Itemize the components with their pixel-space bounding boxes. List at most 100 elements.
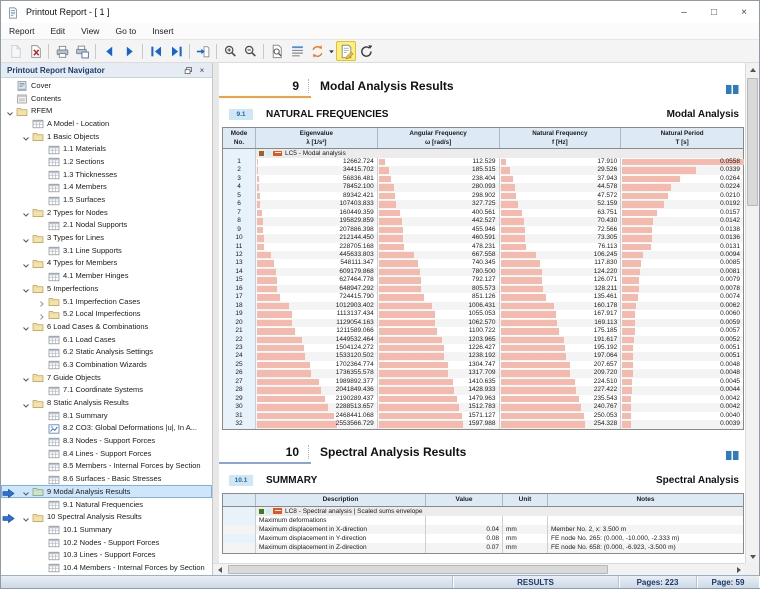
tree-item-6-2-static-analysis-settings[interactable]: 6.2 Static Analysis Settings <box>1 345 212 358</box>
tree-item-2-types-for-nodes[interactable]: 2 Types for Nodes <box>1 206 212 219</box>
print-button[interactable] <box>52 41 72 61</box>
tree-item-5-imperfections[interactable]: 5 Imperfections <box>1 282 212 295</box>
tree-item-3-1-line-supports[interactable]: 3.1 Line Supports <box>1 244 212 257</box>
refresh-button[interactable] <box>356 41 376 61</box>
tree-item-10-1-summary[interactable]: 10.1 Summary <box>1 523 212 536</box>
tree-item-rfem[interactable]: RFEM <box>1 104 212 117</box>
tree-item-1-2-sections[interactable]: 1.2 Sections <box>1 155 212 168</box>
minimize-button[interactable]: – <box>681 6 687 18</box>
folder-icon <box>32 282 45 294</box>
prev-page-button[interactable] <box>99 41 119 61</box>
chevron-expanded-icon[interactable] <box>21 512 32 522</box>
tree-item-2-1-nodal-supports[interactable]: 2.1 Nodal Supports <box>1 219 212 232</box>
panel-splitter[interactable] <box>213 63 219 575</box>
menu-view[interactable]: View <box>81 26 100 36</box>
tree-item-8-1-summary[interactable]: 8.1 Summary <box>1 409 212 422</box>
cell-value: 191.617 <box>593 335 618 343</box>
fit-page-button[interactable] <box>267 41 287 61</box>
cell-value: 70.430 <box>597 217 618 225</box>
tree-item-1-3-thicknesses[interactable]: 1.3 Thicknesses <box>1 168 212 181</box>
chevron-expanded-icon[interactable] <box>21 131 32 141</box>
value-bar <box>500 412 584 420</box>
chapter-9-link-icon[interactable] <box>726 82 739 94</box>
menu-edit[interactable]: Edit <box>50 26 66 36</box>
value-bar <box>622 218 654 225</box>
tree-item-8-static-analysis-results[interactable]: 8 Static Analysis Results <box>1 396 212 409</box>
chevron-collapsed-icon[interactable] <box>37 296 48 307</box>
mode-number-cell: 3 <box>223 174 256 184</box>
tree-item-4-types-for-members[interactable]: 4 Types for Members <box>1 257 212 270</box>
chevron-expanded-icon[interactable] <box>21 486 32 497</box>
tree-item-5-2-local-imperfections[interactable]: 5.2 Local Imperfections <box>1 307 212 320</box>
vertical-scrollbar[interactable] <box>745 63 759 563</box>
tree-item-1-4-members[interactable]: 1.4 Members <box>1 181 212 194</box>
tree-item-8-4-lines-support-forces[interactable]: 8.4 Lines - Support Forces <box>1 447 212 460</box>
tree-item-8-2-co3-global-deformations-u-in-a[interactable]: 8.2 CO3: Global Deformations |u|, In A..… <box>1 422 212 435</box>
tree-item-9-1-natural-frequencies[interactable]: 9.1 Natural Frequencies <box>1 498 212 511</box>
scroll-left-icon[interactable] <box>213 564 226 575</box>
tree-item-10-2-nodes-support-forces[interactable]: 10.2 Nodes - Support Forces <box>1 536 212 549</box>
tree-item-cover[interactable]: Cover <box>1 79 212 92</box>
tree-item-9-modal-analysis-results[interactable]: 9 Modal Analysis Results <box>1 485 212 499</box>
zoom-in-button[interactable] <box>220 41 240 61</box>
maximize-button[interactable]: □ <box>710 6 718 18</box>
tree-item-8-5-members-internal-forces-by-section[interactable]: 8.5 Members - Internal Forces by Section <box>1 460 212 473</box>
scroll-right-icon[interactable] <box>732 564 745 575</box>
horizontal-scroll-thumb[interactable] <box>228 565 608 574</box>
tree-item-6-1-load-cases[interactable]: 6.1 Load Cases <box>1 333 212 346</box>
tree-item-a-model-location[interactable]: A Model - Location <box>1 117 212 130</box>
chevron-collapsed-icon[interactable] <box>37 309 48 320</box>
edit-report-button[interactable] <box>336 41 356 61</box>
sync-settings-button[interactable] <box>307 41 327 61</box>
sync-settings-dropdown-button[interactable] <box>327 41 336 61</box>
tree-item-4-1-member-hinges[interactable]: 4.1 Member Hinges <box>1 269 212 282</box>
float-panel-icon[interactable] <box>181 64 195 76</box>
vertical-scroll-thumb[interactable] <box>747 78 758 206</box>
chevron-expanded-icon[interactable] <box>21 283 32 294</box>
chapter-10-link-icon[interactable] <box>726 448 739 460</box>
chevron-expanded-icon[interactable] <box>21 398 32 408</box>
menu-insert[interactable]: Insert <box>152 26 174 36</box>
tree-item-7-guide-objects[interactable]: 7 Guide Objects <box>1 371 212 384</box>
horizontal-scrollbar[interactable] <box>213 563 745 575</box>
tree-item-1-1-materials[interactable]: 1.1 Materials <box>1 142 212 155</box>
chevron-expanded-icon[interactable] <box>21 207 32 217</box>
cell-value: 0.0339 <box>720 166 740 174</box>
tree-item-8-3-nodes-support-forces[interactable]: 8.3 Nodes - Support Forces <box>1 434 212 447</box>
close-button[interactable]: × <box>741 6 747 18</box>
tree-item-10-4-members-internal-forces-by-section[interactable]: 10.4 Members - Internal Forces by Sectio… <box>1 561 212 574</box>
tree-item-10-3-lines-support-forces[interactable]: 10.3 Lines - Support Forces <box>1 548 212 561</box>
chevron-expanded-icon[interactable] <box>21 372 32 382</box>
value-cell: 0.0048 <box>621 369 743 378</box>
chevron-expanded-icon[interactable] <box>21 258 32 268</box>
tree-item-6-load-cases-combinations[interactable]: 6 Load Cases & Combinations <box>1 320 212 333</box>
go-to-page-button[interactable] <box>193 41 213 61</box>
load-case-label: LC5 - Modal analysis <box>285 150 346 157</box>
tree-item-8-6-surfaces-basic-stresses[interactable]: 8.6 Surfaces - Basic Stresses <box>1 472 212 485</box>
next-page-button[interactable] <box>119 41 139 61</box>
tree-item-5-1-imperfection-cases[interactable]: 5.1 Imperfection Cases <box>1 295 212 308</box>
tree-item-7-1-coordinate-systems[interactable]: 7.1 Coordinate Systems <box>1 384 212 397</box>
first-page-button[interactable] <box>146 41 166 61</box>
delete-page-button[interactable] <box>25 41 45 61</box>
new-page-button[interactable] <box>5 41 25 61</box>
tree-item-10-spectral-analysis-results[interactable]: 10 Spectral Analysis Results <box>1 510 212 524</box>
cell-value: 327.725 <box>472 200 496 208</box>
tree-item-1-basic-objects[interactable]: 1 Basic Objects <box>1 130 212 143</box>
tree-item-1-5-surfaces[interactable]: 1.5 Surfaces <box>1 193 212 206</box>
last-page-button[interactable] <box>166 41 186 61</box>
scroll-up-icon[interactable] <box>746 63 759 76</box>
close-panel-icon[interactable]: × <box>199 65 205 75</box>
table-rows-button[interactable] <box>287 41 307 61</box>
tree-item-6-3-combination-wizards[interactable]: 6.3 Combination Wizards <box>1 358 212 371</box>
tree-item-3-types-for-lines[interactable]: 3 Types for Lines <box>1 231 212 244</box>
scroll-down-icon[interactable] <box>746 550 759 563</box>
chevron-expanded-icon[interactable] <box>21 321 32 332</box>
zoom-out-button[interactable] <box>240 41 260 61</box>
menu-go-to[interactable]: Go to <box>115 26 137 36</box>
tree-item-contents[interactable]: Contents <box>1 92 212 105</box>
chevron-expanded-icon[interactable] <box>5 106 16 116</box>
chevron-expanded-icon[interactable] <box>21 233 32 243</box>
print-options-button[interactable] <box>72 41 92 61</box>
menu-report[interactable]: Report <box>9 26 35 36</box>
